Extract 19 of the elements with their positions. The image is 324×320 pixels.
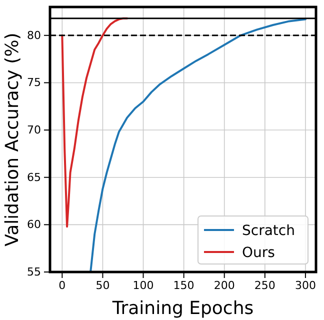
x-tick-label: 250 — [254, 278, 276, 292]
legend-label: Scratch — [242, 222, 295, 239]
line-series — [90, 18, 306, 272]
y-tick-label: 75 — [27, 76, 41, 90]
y-tick-label: 80 — [27, 28, 41, 42]
x-tick-label: 50 — [96, 278, 110, 292]
line-series — [61, 17, 128, 228]
x-tick-label: 100 — [132, 278, 154, 292]
x-tick-label: 200 — [214, 278, 235, 292]
y-tick-label: 60 — [27, 218, 41, 232]
x-tick-label: 150 — [173, 278, 194, 292]
x-tick-label: 300 — [294, 278, 316, 292]
y-tick-label: 65 — [27, 170, 41, 184]
y-axis-title: Validation Accuracy (%) — [2, 32, 23, 246]
y-tick-label: 70 — [27, 124, 41, 137]
y-tick-label: 55 — [27, 266, 41, 279]
legend-label: Ours — [242, 244, 275, 261]
x-axis-title: Training Epochs — [111, 298, 254, 319]
x-tick-label: 0 — [58, 278, 66, 292]
